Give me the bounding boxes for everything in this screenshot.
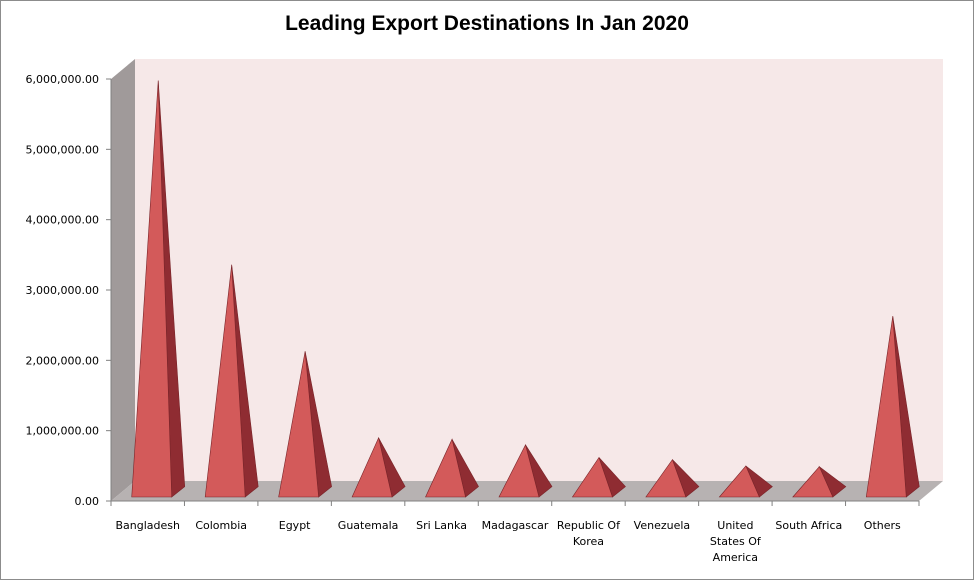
bar-front-face — [865, 316, 907, 498]
bar — [718, 465, 773, 498]
bar-front-face — [351, 436, 393, 498]
bar-front-face — [131, 80, 173, 498]
y-tick-label: 4,000,000.00 — [26, 214, 99, 227]
bar-front-face — [571, 456, 613, 498]
bar — [645, 458, 700, 498]
bar-front-face — [718, 465, 760, 498]
y-tick-label: 6,000,000.00 — [26, 73, 99, 86]
x-tick-label: South Africa — [775, 519, 842, 532]
bar — [278, 351, 332, 498]
y-tick-label: 3,000,000.00 — [26, 284, 99, 297]
y-tick-label: 5,000,000.00 — [26, 143, 99, 156]
y-tick-label: 2,000,000.00 — [26, 354, 99, 367]
x-tick-label: United States Of America — [710, 519, 762, 564]
bar — [792, 465, 847, 498]
bar-front-face — [425, 438, 466, 498]
back-wall — [135, 59, 943, 481]
x-tick-label: Egypt — [279, 519, 311, 532]
bar-front-face — [498, 444, 540, 498]
y-tick-label: 0.00 — [75, 495, 100, 508]
bar — [571, 456, 626, 498]
y-axis: 0.00 1,000,000.00 2,000,000.00 3,000,000.00… — [26, 73, 920, 508]
x-tick-label: Madagascar — [482, 519, 549, 532]
bar-front-face — [792, 466, 834, 498]
bar — [498, 444, 553, 498]
bar-front-face — [204, 264, 246, 498]
x-tick-label: Guatemala — [338, 519, 399, 532]
y-tick-label: 1,000,000.00 — [26, 425, 99, 438]
bars — [131, 80, 920, 498]
x-tick-label: Colombia — [195, 519, 247, 532]
x-tick-label: Bangladesh — [115, 519, 180, 532]
side-wall — [111, 59, 135, 501]
x-axis: Bangladesh Colombia Egypt Guatemala Sri Lank… — [115, 519, 901, 564]
bar — [425, 438, 479, 498]
bar-front-face — [278, 351, 319, 498]
x-tick-label: Republic Of Korea — [557, 519, 621, 548]
bar-front-face — [645, 458, 687, 498]
bar — [131, 80, 186, 498]
bar — [865, 316, 920, 498]
bar — [351, 436, 406, 498]
x-tick-label: Sri Lanka — [416, 519, 467, 532]
x-tick-label: Others — [864, 519, 901, 532]
x-tick-label: Venezuela — [634, 519, 691, 532]
chart-title: Leading Export Destinations In Jan 2020 — [285, 12, 689, 35]
bar — [204, 264, 259, 498]
